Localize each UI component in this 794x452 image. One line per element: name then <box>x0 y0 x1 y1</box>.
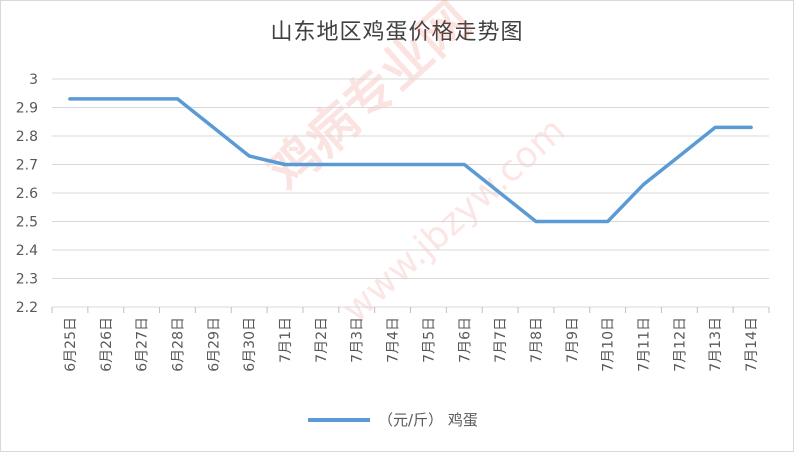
x-tick-label: 7月10日 <box>601 317 617 372</box>
x-tick-label: 7月6日 <box>457 317 473 363</box>
y-tick-label: 2.7 <box>16 158 38 174</box>
x-tick-label: 6月29日 <box>206 317 222 372</box>
x-tick-label: 6月25日 <box>63 317 79 372</box>
legend-label: （元/斤） 鸡蛋 <box>378 411 478 429</box>
legend-swatch <box>308 417 370 422</box>
x-tick-label: 7月9日 <box>565 317 581 363</box>
x-tick-label: 6月27日 <box>135 317 151 372</box>
y-tick-label: 2.2 <box>16 300 38 316</box>
y-tick-label: 2.4 <box>16 243 38 259</box>
x-tick-label: 7月2日 <box>314 317 330 363</box>
x-tick-label: 7月4日 <box>386 317 402 363</box>
series-line <box>68 97 753 224</box>
x-tick-label: 7月12日 <box>672 317 688 372</box>
x-tick-label: 6月30日 <box>242 317 258 372</box>
x-tick-label: 7月7日 <box>493 317 509 363</box>
x-tick-label: 6月28日 <box>170 317 186 372</box>
y-tick-label: 2.6 <box>16 186 38 202</box>
y-tick-label: 2.5 <box>16 215 38 231</box>
y-tick-label: 2.3 <box>16 272 38 288</box>
x-tick-label: 7月8日 <box>529 317 545 363</box>
x-tick-label: 6月26日 <box>99 317 115 372</box>
y-tick-label: 2.8 <box>16 129 38 145</box>
chart-title: 山东地区鸡蛋价格走势图 <box>270 20 524 45</box>
x-tick-label: 7月14日 <box>744 317 760 372</box>
x-tick-label: 7月3日 <box>350 317 366 363</box>
x-tick-label: 7月11日 <box>637 317 653 372</box>
x-tick-label: 7月13日 <box>708 317 724 372</box>
y-tick-label: 2.9 <box>16 101 38 117</box>
legend: （元/斤） 鸡蛋 <box>308 409 478 430</box>
y-tick-label: 3 <box>29 72 38 88</box>
x-tick-label: 7月5日 <box>421 317 437 363</box>
x-tick-label: 7月1日 <box>278 317 294 363</box>
